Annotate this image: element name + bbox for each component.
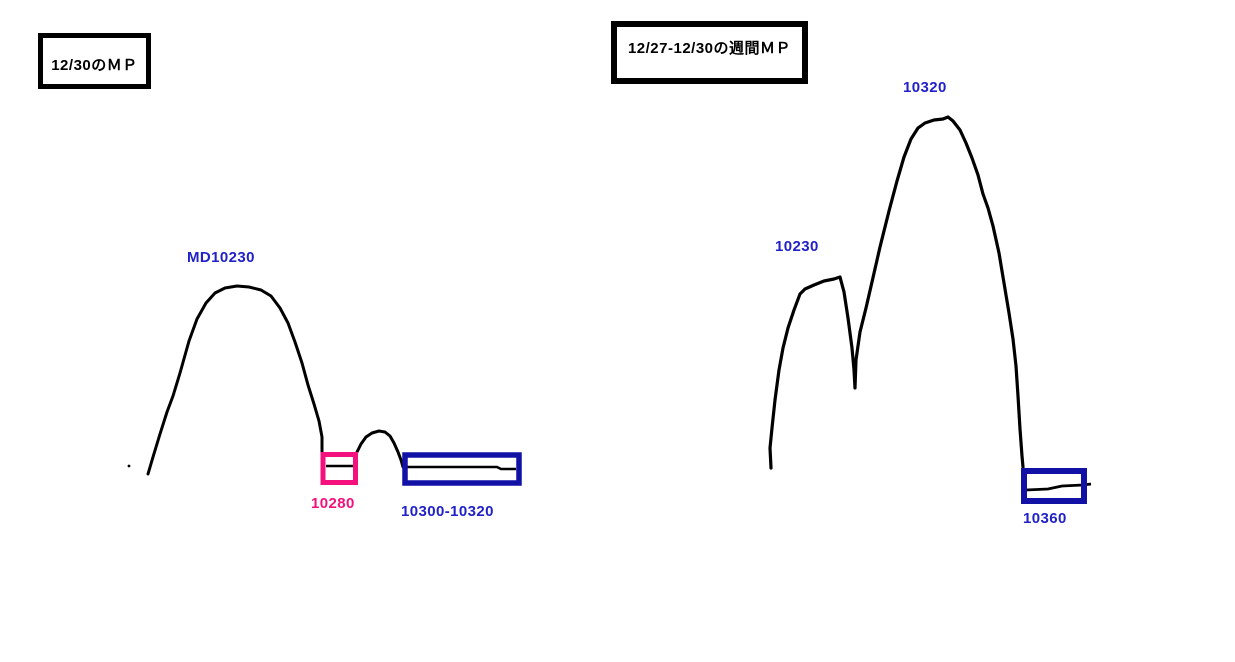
daily-peak-price-label: MD10230 <box>187 249 255 266</box>
daily-navy-box-price-line <box>407 465 516 471</box>
weekly-navy-box-price-label: 10360 <box>1023 510 1067 527</box>
weekly-navy-range-box <box>1021 468 1087 504</box>
weekly-second-peak-price-label: 10320 <box>903 79 947 96</box>
daily-curve-start-dot <box>127 464 131 468</box>
daily-secondary-bump-curve <box>355 429 405 469</box>
weekly-title-text: 12/27-12/30の週間ＭＰ <box>627 40 792 57</box>
daily-navy-range-box <box>402 452 522 486</box>
weekly-profile-curve <box>768 115 1025 470</box>
daily-pink-box-price-label: 10280 <box>311 495 355 512</box>
daily-title-text: 12/30のＭＰ <box>51 56 138 74</box>
daily-navy-box-price-label: 10300-10320 <box>401 503 494 520</box>
daily-pink-range-box <box>320 452 358 485</box>
weekly-title-box: 12/27-12/30の週間ＭＰ <box>611 21 808 84</box>
weekly-first-peak-price-label: 10230 <box>775 238 819 255</box>
daily-title-box: 12/30のＭＰ <box>38 33 151 89</box>
daily-profile-curve <box>146 284 324 476</box>
